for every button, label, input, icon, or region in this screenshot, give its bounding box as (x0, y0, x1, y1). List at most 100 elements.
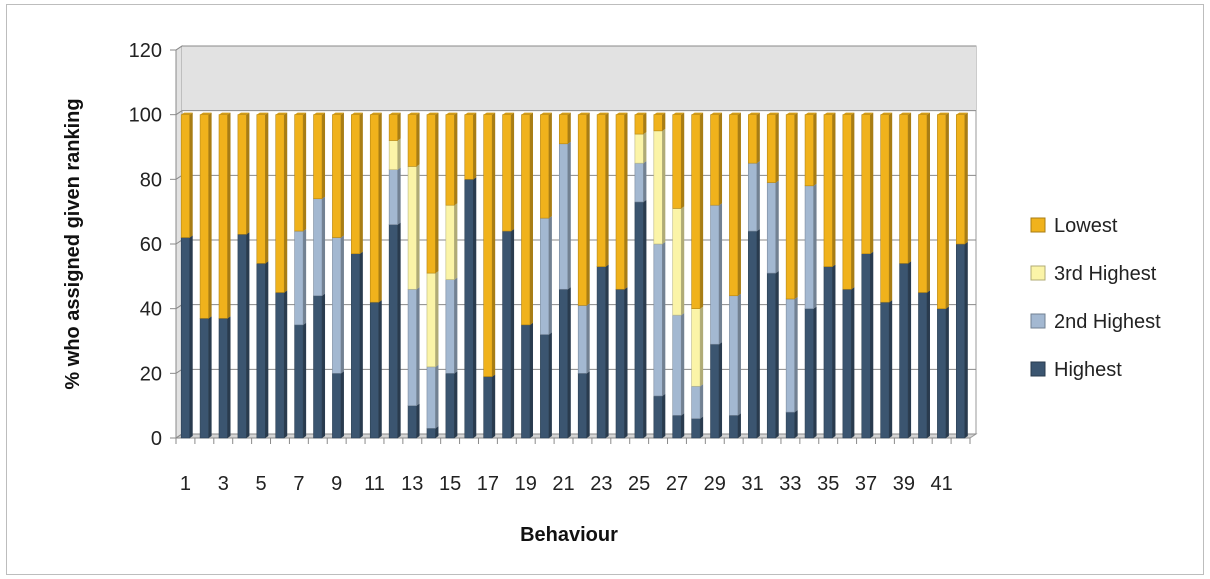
bar-lowest-32-face (766, 114, 777, 183)
bar-lowest-4-face (237, 114, 247, 235)
bar-lowest-30-side (737, 112, 741, 296)
bar-highest-3 (218, 316, 231, 439)
bar-3rd-highest-12-face (388, 140, 398, 170)
bar-highest-32-face (766, 272, 777, 439)
bar-lowest-12 (388, 112, 401, 141)
bar-3rd-highest-12 (388, 138, 401, 170)
bar-2nd-highest-14-face (426, 366, 436, 429)
bar-highest-28-side (700, 416, 704, 438)
bar-lowest-22-top (578, 112, 590, 115)
bar-highest-20-side (548, 332, 552, 438)
bar-2nd-highest-29-side (719, 203, 723, 345)
bar-lowest-39-face (899, 114, 909, 264)
bar-2nd-highest-14-side (435, 364, 439, 429)
bar-2nd-highest-33-face (785, 298, 795, 413)
bar-lowest-18-side (511, 112, 515, 232)
legend-2nd-highest-label: 2nd Highest (1054, 311, 1161, 333)
bar-highest-9-side (340, 371, 344, 438)
bar-highest-16 (464, 177, 477, 439)
bar-lowest-25-side (643, 112, 647, 135)
bar-3rd-highest-26 (653, 128, 666, 245)
bar-highest-13-face (407, 405, 417, 439)
bar-lowest-5-face (256, 114, 266, 264)
bar-2nd-highest-31 (748, 161, 760, 232)
bar-2nd-highest-21 (558, 141, 571, 290)
bar-lowest-24 (615, 112, 628, 290)
bar-lowest-22-face (577, 114, 588, 306)
bar-lowest-31-top (748, 112, 760, 115)
bar-lowest-8-top (313, 112, 326, 115)
bar-lowest-34-top (805, 112, 817, 115)
bar-2nd-highest-7-side (303, 229, 307, 325)
bar-highest-30-face (729, 415, 739, 439)
bar-lowest-38-face (880, 114, 890, 303)
bar-lowest-15-face (445, 114, 455, 206)
bar-2nd-highest-15-face (445, 279, 455, 374)
bar-2nd-highest-13 (407, 287, 420, 406)
bar-lowest-10-face (351, 114, 361, 255)
bar-lowest-4-side (246, 112, 250, 235)
bar-highest-13 (407, 403, 420, 439)
bar-highest-2-face (199, 318, 209, 439)
x-tick-label: 27 (666, 473, 688, 495)
legend-3rd-highest-swatch (1030, 265, 1046, 281)
bar-highest-11-side (378, 300, 382, 438)
bar-3rd-highest-12-side (397, 138, 401, 170)
bar-2nd-highest-22 (577, 303, 590, 374)
bar-3rd-highest-13 (407, 164, 420, 290)
bar-highest-42-side (964, 242, 968, 438)
legend-lowest-swatch (1030, 217, 1046, 233)
bar-highest-15 (445, 371, 458, 439)
bar-lowest-6-side (284, 112, 288, 293)
x-tick-label: 5 (256, 473, 267, 495)
bar-highest-15-face (445, 373, 455, 439)
bar-2nd-highest-21-face (558, 143, 569, 290)
bar-highest-42-face (955, 243, 966, 439)
bar-lowest-39-top (899, 112, 912, 115)
bar-highest-26-face (653, 395, 663, 439)
bar-2nd-highest-28-face (691, 385, 701, 419)
bar-2nd-highest-28 (691, 384, 704, 419)
bar-lowest-14-face (426, 114, 436, 274)
bar-lowest-2-face (199, 114, 209, 319)
legend-lowest-label: Lowest (1054, 215, 1118, 237)
bar-2nd-highest-7 (294, 229, 307, 326)
bar-2nd-highest-21-side (567, 141, 571, 290)
bar-lowest-18-face (502, 114, 512, 232)
bar-lowest-28-top (691, 112, 704, 115)
y-tick-label: 100 (129, 105, 162, 127)
bar-highest-35-face (823, 266, 833, 439)
bar-highest-32-side (775, 271, 779, 438)
bar-highest-1-side (189, 235, 193, 438)
bar-lowest-13-face (407, 114, 417, 167)
bar-highest-19 (521, 322, 533, 439)
bar-3rd-highest-15 (445, 203, 458, 280)
bar-3rd-highest-25-side (643, 132, 647, 164)
bar-lowest-19 (521, 112, 533, 326)
bar-lowest-24-top (616, 112, 628, 115)
bar-2nd-highest-27-side (681, 313, 685, 416)
bar-lowest-29-face (710, 114, 720, 206)
bar-lowest-14-side (435, 112, 439, 274)
y-tick-label: 40 (140, 299, 162, 321)
bar-2nd-highest-15 (445, 277, 458, 374)
bar-highest-10-face (351, 253, 361, 439)
bar-lowest-21-face (558, 114, 569, 145)
bar-lowest-3 (218, 112, 231, 319)
bar-highest-30-side (737, 413, 741, 438)
bar-highest-33 (785, 410, 798, 439)
bar-highest-33-side (794, 410, 798, 438)
bar-highest-39-face (899, 263, 909, 439)
bar-lowest-15-side (454, 112, 458, 206)
x-tick-label: 15 (439, 473, 461, 495)
bar-2nd-highest-8-face (313, 198, 323, 297)
bar-highest-17 (483, 374, 496, 439)
bar-lowest-24-face (615, 114, 625, 290)
bar-lowest-32-side (775, 112, 779, 183)
bar-highest-15-side (454, 371, 458, 438)
bar-highest-20 (540, 332, 552, 439)
bar-highest-37 (861, 251, 874, 439)
bar-lowest-13 (407, 112, 420, 167)
bar-highest-38-side (889, 300, 893, 438)
gridline-120 (175, 45, 976, 51)
